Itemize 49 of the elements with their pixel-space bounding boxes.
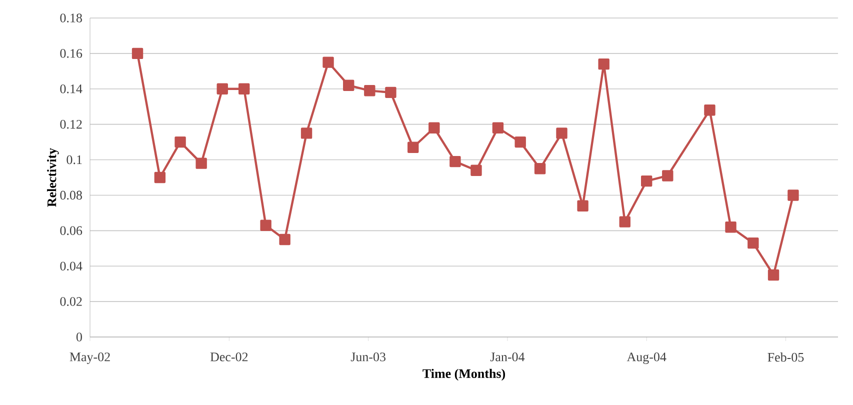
point bbox=[300, 128, 312, 139]
x-tick-label: Dec-02 bbox=[210, 352, 248, 362]
point bbox=[385, 86, 396, 98]
y-tick-label: 0.18 bbox=[60, 14, 82, 22]
point bbox=[260, 220, 272, 231]
y-tick-label: 0.08 bbox=[60, 190, 82, 200]
point bbox=[619, 216, 630, 228]
point bbox=[514, 136, 526, 148]
x-tick-label: Jan-04 bbox=[490, 352, 525, 362]
y-tick-label: 0 bbox=[76, 332, 82, 342]
point bbox=[132, 48, 144, 60]
y-tick-label: 0.14 bbox=[60, 84, 82, 94]
point bbox=[428, 122, 440, 134]
point bbox=[450, 156, 461, 168]
point bbox=[768, 269, 780, 281]
point bbox=[641, 175, 652, 187]
point bbox=[534, 163, 546, 174]
y-tick-label: 0.16 bbox=[60, 49, 82, 58]
point bbox=[788, 190, 799, 201]
point bbox=[704, 104, 716, 116]
x-tick-label: Aug-04 bbox=[626, 352, 666, 364]
y-axis-title: Relectivity bbox=[47, 148, 59, 207]
x-axis-title: Time (Months) bbox=[422, 368, 506, 381]
point bbox=[556, 128, 568, 139]
point bbox=[154, 172, 166, 184]
point bbox=[408, 142, 419, 153]
point bbox=[322, 56, 334, 68]
point bbox=[343, 80, 354, 91]
x-tick-label: Jun-03 bbox=[350, 352, 386, 362]
y-tick-label: 0.02 bbox=[60, 297, 82, 306]
point bbox=[238, 83, 250, 94]
point bbox=[725, 222, 736, 233]
point bbox=[279, 234, 290, 246]
x-tick-label: May-02 bbox=[70, 352, 110, 364]
point bbox=[196, 158, 207, 169]
point bbox=[492, 122, 504, 134]
y-tick-label: 0.04 bbox=[60, 262, 82, 271]
y-tick-label: 0.06 bbox=[60, 226, 82, 236]
x-tick-label: Feb-05 bbox=[768, 352, 804, 362]
point bbox=[216, 83, 228, 94]
point bbox=[598, 58, 610, 70]
point bbox=[577, 200, 588, 212]
y-tick-label: 0.12 bbox=[60, 120, 82, 129]
point bbox=[364, 85, 376, 96]
point bbox=[662, 170, 674, 182]
point bbox=[470, 164, 482, 176]
y-tick-label: 0.1 bbox=[66, 155, 82, 164]
point bbox=[174, 136, 186, 148]
point bbox=[748, 237, 759, 249]
